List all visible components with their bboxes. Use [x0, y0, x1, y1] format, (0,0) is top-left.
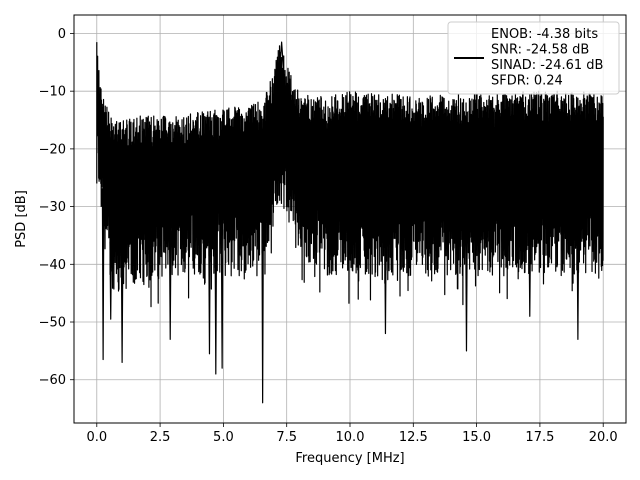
legend: ENOB: -4.38 bits SNR: -24.58 dB SINAD: -24… — [447, 21, 620, 95]
y-axis: 0 −10 −20 −30 −40 −50 −60 — [39, 27, 74, 388]
x-tick-label: 17.5 — [525, 430, 554, 445]
legend-box — [447, 21, 620, 95]
x-tick-label: 10.0 — [336, 430, 365, 445]
y-axis-label: PSD [dB] — [14, 190, 29, 248]
legend-line-text: ENOB: -4.38 bits — [491, 27, 598, 42]
x-tick-label: 0.0 — [86, 430, 107, 445]
y-tick-label: −20 — [39, 142, 66, 157]
legend-line-text: SNR: -24.58 dB — [491, 43, 589, 58]
psd-series-line — [96, 41, 604, 404]
x-tick-label: 7.5 — [276, 430, 297, 445]
x-tick-label: 12.5 — [399, 430, 428, 445]
legend-line-text: SFDR: 0.24 — [491, 74, 563, 89]
x-tick-label: 5.0 — [213, 430, 234, 445]
legend-entry-text: ENOB: -4.38 bits SNR: -24.58 dB SINAD: -24… — [491, 27, 603, 89]
legend-line-text: SINAD: -24.61 dB — [491, 58, 603, 73]
x-axis-label: Frequency [MHz] — [295, 451, 404, 466]
y-tick-label: −30 — [39, 200, 66, 215]
x-tick-label: 2.5 — [150, 430, 171, 445]
x-axis: 0.0 2.5 5.0 7.5 10.0 12.5 15.0 17.5 20.0 — [86, 423, 618, 445]
y-tick-label: −50 — [39, 316, 66, 331]
x-tick-label: 15.0 — [462, 430, 491, 445]
y-tick-label: 0 — [58, 27, 66, 42]
y-tick-label: −40 — [39, 258, 66, 273]
y-tick-label: −10 — [39, 85, 66, 100]
x-tick-label: 20.0 — [589, 430, 618, 445]
y-tick-label: −60 — [39, 373, 66, 388]
series-layer — [96, 41, 604, 404]
